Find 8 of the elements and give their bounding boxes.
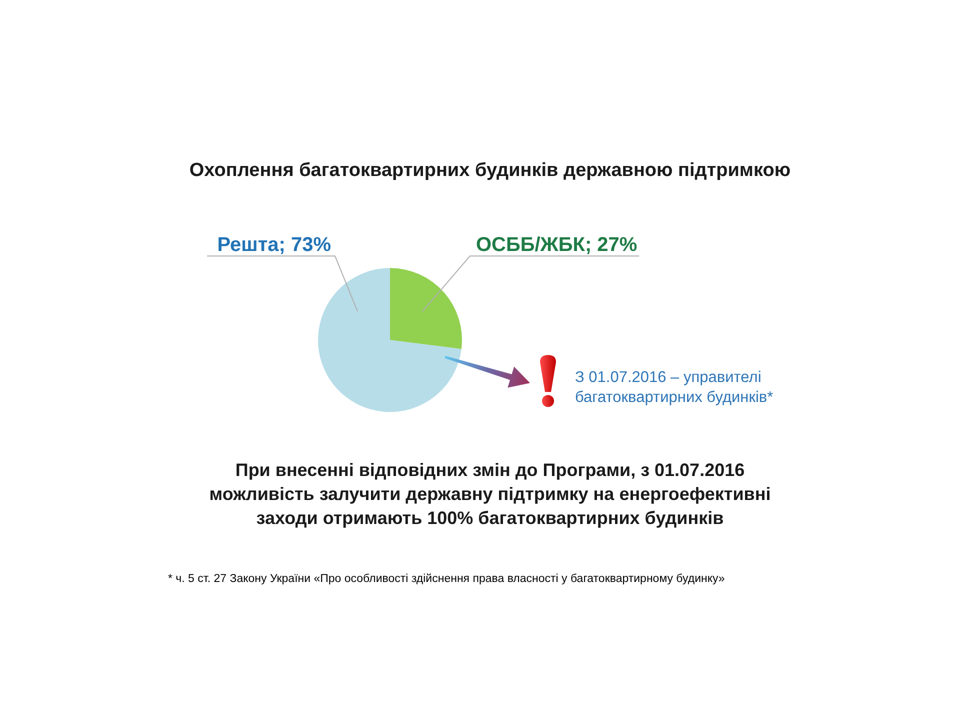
pie-slice (318, 268, 462, 412)
chart-title: Охоплення багатоквартирних будинків державною підтримкою (188, 160, 792, 182)
slice-label: Решта; 73% (217, 234, 332, 256)
text: З 01.07.2016 – управителі багатоквартирних будинків* (575, 368, 774, 408)
pie-slice (390, 268, 462, 350)
slice-label: ОСББ/ЖБК; 27% (476, 234, 638, 256)
text: * ч. 5 ст. 27 Закону України «Про особливості здійснення права власності у багатоквартирному будинку» (168, 573, 726, 585)
text: При внесенні відповідних змін до Програми, з 01.07.2016 можливість залучити державну підтримку на енергоефективні заходи отримають 100% багатоквартирних будинків (208, 459, 772, 530)
